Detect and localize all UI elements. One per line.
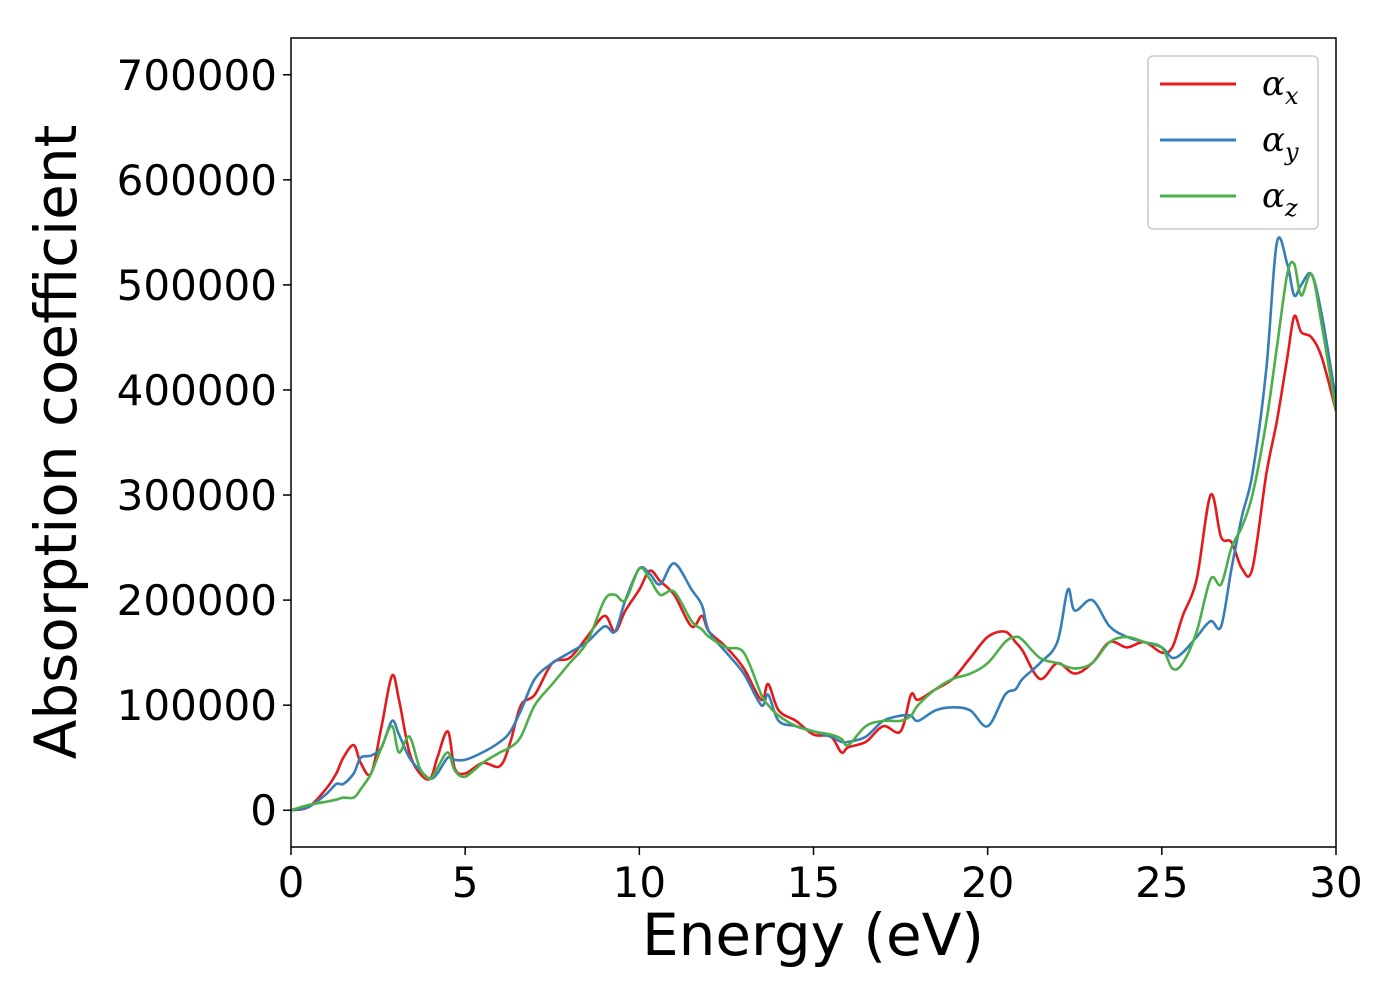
x-tick-label: 25 bbox=[1135, 858, 1188, 907]
y-tick-label: 300000 bbox=[117, 471, 277, 520]
y-tick-label: 100000 bbox=[117, 681, 277, 730]
x-tick-label: 0 bbox=[278, 858, 305, 907]
x-tick-label: 10 bbox=[613, 858, 666, 907]
y-tick-label: 700000 bbox=[117, 51, 277, 100]
y-tick-label: 400000 bbox=[117, 366, 277, 415]
y-axis-title: Absorption coefficient bbox=[22, 125, 90, 760]
x-tick-label: 15 bbox=[787, 858, 840, 907]
y-tick-label: 0 bbox=[250, 786, 277, 835]
x-tick-label: 30 bbox=[1309, 858, 1362, 907]
legend-label-z: αz bbox=[1262, 176, 1298, 222]
series-line-z bbox=[291, 260, 1336, 812]
x-axis: 0 5 10 15 20 25 30 bbox=[278, 847, 1363, 907]
x-tick-label: 5 bbox=[452, 858, 479, 907]
x-tick-label: 20 bbox=[961, 858, 1014, 907]
series-line-x bbox=[291, 314, 1336, 812]
legend-label-x: αx bbox=[1262, 64, 1299, 110]
legend-box bbox=[1147, 55, 1319, 230]
y-tick-label: 500000 bbox=[117, 261, 277, 310]
legend-items: αx αy αz bbox=[1160, 64, 1299, 222]
legend-label-y: αy bbox=[1262, 120, 1299, 166]
series-layer bbox=[291, 236, 1336, 812]
y-tick-label: 600000 bbox=[117, 156, 277, 205]
legend: αx αy αz bbox=[1147, 55, 1319, 230]
x-axis-title: Energy (eV) bbox=[642, 901, 984, 969]
y-axis: 0 100000 200000 300000 400000 500000 600000 700… bbox=[117, 51, 291, 835]
y-tick-label: 200000 bbox=[117, 576, 277, 625]
